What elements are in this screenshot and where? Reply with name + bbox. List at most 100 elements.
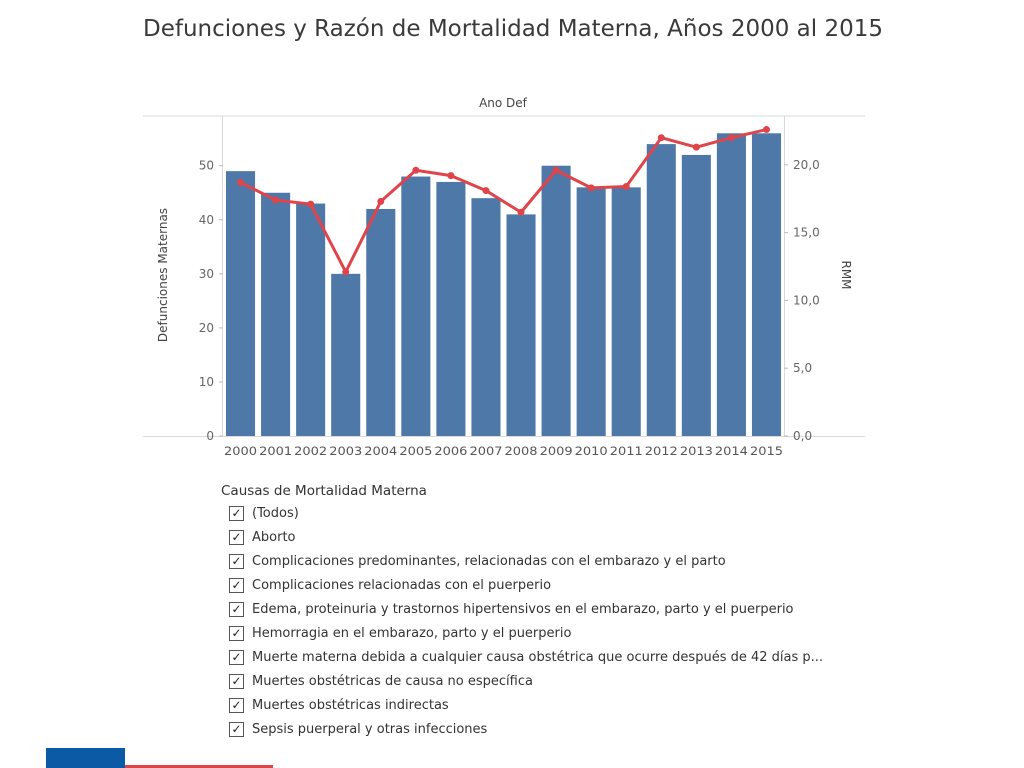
bar-2012[interactable] bbox=[646, 144, 676, 437]
checkmark-icon: ✓ bbox=[231, 602, 242, 616]
x-tick-label: 2007 bbox=[469, 444, 502, 458]
rmm-point-2003[interactable] bbox=[342, 268, 350, 276]
checkmark-icon: ✓ bbox=[231, 626, 242, 640]
filter-checkbox[interactable]: ✓ bbox=[229, 601, 244, 617]
filter-checkbox[interactable]: ✓ bbox=[229, 721, 244, 737]
bar-2010[interactable] bbox=[576, 187, 606, 436]
bar-2003[interactable] bbox=[331, 273, 361, 436]
bar-2013[interactable] bbox=[681, 154, 711, 436]
x-tick-label: 2015 bbox=[750, 444, 783, 458]
filter-option[interactable]: ✓ Complicaciones predominantes, relaciona… bbox=[221, 549, 823, 573]
checkmark-icon: ✓ bbox=[231, 506, 242, 520]
x-tick-label: 2002 bbox=[294, 444, 327, 458]
bar-2004[interactable] bbox=[366, 208, 396, 436]
bar-2002[interactable] bbox=[296, 203, 326, 436]
y-axis-label: Defunciones Maternas bbox=[156, 208, 170, 342]
bar-2001[interactable] bbox=[261, 192, 291, 436]
filter-option[interactable]: ✓ Muerte materna debida a cualquier causa… bbox=[221, 645, 823, 669]
bar-2005[interactable] bbox=[401, 176, 431, 437]
page-title: Defunciones y Razón de Mortalidad Matern… bbox=[143, 16, 883, 42]
bar-2014[interactable] bbox=[716, 133, 746, 436]
filter-checkbox[interactable]: ✓ bbox=[229, 649, 244, 665]
filter-option[interactable]: ✓ Edema, proteinuria y trastornos hiperte… bbox=[221, 597, 823, 621]
filter-option-label: Edema, proteinuria y trastornos hiperten… bbox=[252, 601, 794, 617]
y-tick-label: 50 bbox=[199, 159, 214, 173]
filter-option-label: Complicaciones relacionadas con el puerp… bbox=[252, 577, 552, 593]
bar-2006[interactable] bbox=[436, 181, 466, 436]
bar-2007[interactable] bbox=[471, 198, 501, 436]
rmm-line bbox=[239, 128, 767, 274]
rmm-point-2008[interactable] bbox=[517, 208, 525, 216]
rmm-point-2009[interactable] bbox=[552, 166, 560, 174]
filter-checkbox[interactable]: ✓ bbox=[229, 577, 244, 593]
filter-title: Causas de Mortalidad Materna bbox=[221, 483, 427, 499]
checkmark-icon: ✓ bbox=[231, 698, 242, 712]
x-tick-label: 2001 bbox=[259, 444, 292, 458]
footer-blue-stripe bbox=[46, 748, 125, 768]
checkmark-icon: ✓ bbox=[231, 650, 242, 664]
y2-tick-label: 15,0 bbox=[793, 226, 820, 240]
filter-option-label: Muertes obstétricas indirectas bbox=[252, 697, 449, 713]
filter-option[interactable]: ✓ Muertes obstétricas de causa no específ… bbox=[221, 669, 823, 693]
rmm-point-2006[interactable] bbox=[447, 172, 455, 180]
rmm-point-2012[interactable] bbox=[657, 134, 665, 142]
filter-option-label: Complicaciones predominantes, relacionad… bbox=[252, 553, 726, 569]
rmm-point-2001[interactable] bbox=[272, 196, 280, 204]
x-tick-label: 2003 bbox=[329, 444, 362, 458]
rmm-point-2013[interactable] bbox=[692, 143, 700, 151]
x-tick-label: 2000 bbox=[224, 444, 257, 458]
x-tick-label: 2011 bbox=[610, 444, 643, 458]
checkmark-icon: ✓ bbox=[231, 554, 242, 568]
rmm-point-2014[interactable] bbox=[727, 134, 735, 142]
filter-option[interactable]: ✓ Hemorragia en el embarazo, parto y el p… bbox=[221, 621, 823, 645]
rmm-point-2005[interactable] bbox=[412, 166, 420, 174]
rmm-point-2002[interactable] bbox=[307, 200, 315, 208]
rmm-point-2015[interactable] bbox=[762, 126, 770, 134]
filter-option-label: Aborto bbox=[252, 529, 296, 545]
filter-option-label: Muerte materna debida a cualquier causa … bbox=[252, 649, 824, 665]
filter-checkbox[interactable]: ✓ bbox=[229, 505, 244, 521]
y2-tick-label: 5,0 bbox=[793, 361, 812, 375]
chart: Ano Def Defunciones Maternas RMM 0 10 20 30… bbox=[143, 96, 865, 458]
filter-option[interactable]: ✓ (Todos) bbox=[221, 501, 823, 525]
footer-red-stripe bbox=[125, 765, 273, 768]
checkmark-icon: ✓ bbox=[231, 578, 242, 592]
filter-checkbox[interactable]: ✓ bbox=[229, 673, 244, 689]
filter-checkbox[interactable]: ✓ bbox=[229, 553, 244, 569]
filter-checkbox[interactable]: ✓ bbox=[229, 697, 244, 713]
x-tick-label: 2006 bbox=[434, 444, 467, 458]
filter-option[interactable]: ✓ Complicaciones relacionadas con el puer… bbox=[221, 573, 823, 597]
x-tick-label: 2005 bbox=[399, 444, 432, 458]
y2-tick-label: 0,0 bbox=[793, 429, 812, 443]
bar-2008[interactable] bbox=[506, 214, 536, 436]
y-tick-label: 40 bbox=[199, 213, 214, 227]
x-tick-label: 2010 bbox=[575, 444, 608, 458]
rmm-point-2000[interactable] bbox=[237, 178, 245, 186]
filter-option-label: (Todos) bbox=[252, 505, 299, 521]
bar-2015[interactable] bbox=[751, 133, 781, 436]
filter-checkbox[interactable]: ✓ bbox=[229, 625, 244, 641]
filter-option[interactable]: ✓ Aborto bbox=[221, 525, 823, 549]
y-tick-label: 20 bbox=[199, 321, 214, 335]
x-tick-label: 2008 bbox=[505, 444, 538, 458]
rmm-point-2011[interactable] bbox=[622, 183, 630, 191]
bar-2011[interactable] bbox=[611, 187, 641, 436]
x-tick-label: 2009 bbox=[540, 444, 573, 458]
rmm-point-2010[interactable] bbox=[587, 184, 595, 192]
filter-option[interactable]: ✓ Muertes obstétricas indirectas bbox=[221, 693, 823, 717]
rmm-point-2004[interactable] bbox=[377, 197, 385, 205]
filter-option[interactable]: ✓ Sepsis puerperal y otras infecciones bbox=[221, 717, 823, 741]
x-tick-label: 2004 bbox=[364, 444, 397, 458]
bar-2000[interactable] bbox=[226, 171, 256, 436]
bar-2009[interactable] bbox=[541, 165, 571, 436]
filter-option-label: Sepsis puerperal y otras infecciones bbox=[252, 721, 488, 737]
filter-checkbox[interactable]: ✓ bbox=[229, 529, 244, 545]
filter-option-label: Hemorragia en el embarazo, parto y el pu… bbox=[252, 625, 572, 641]
filter-option-label: Muertes obstétricas de causa no específi… bbox=[252, 673, 533, 689]
x-tick-label: 2012 bbox=[645, 444, 678, 458]
checkmark-icon: ✓ bbox=[231, 722, 242, 736]
checkmark-icon: ✓ bbox=[231, 530, 242, 544]
x-axis-top-label: Ano Def bbox=[479, 96, 528, 110]
y2-tick-label: 10,0 bbox=[793, 293, 820, 307]
rmm-point-2007[interactable] bbox=[482, 187, 490, 195]
